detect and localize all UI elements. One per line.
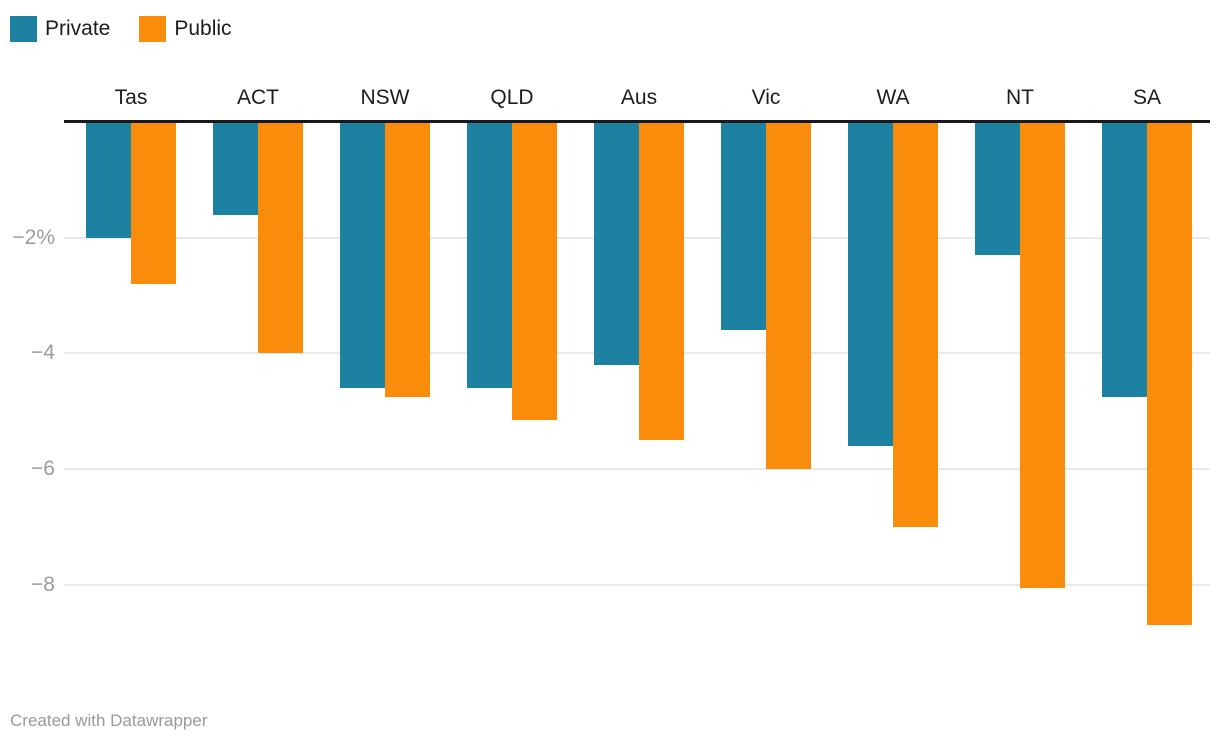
bar-private-nt (975, 123, 1020, 255)
bar-private-act (213, 123, 258, 215)
category-label: NSW (360, 86, 410, 109)
bar-private-wa (848, 123, 893, 446)
y-axis-tick-label: −2% (12, 225, 55, 249)
datawrapper-attribution: Created with Datawrapper (10, 711, 208, 730)
bar-public-wa (893, 123, 938, 527)
bar-public-sa (1147, 123, 1192, 625)
bar-private-aus (594, 123, 639, 365)
category-label: SA (1132, 86, 1161, 109)
category-label: Aus (620, 86, 658, 109)
category-label: WA (876, 86, 910, 109)
zero-baseline (64, 120, 1210, 123)
bar-public-nt (1020, 123, 1065, 588)
legend-item-public: Public (139, 16, 232, 42)
bar-private-sa (1102, 123, 1147, 397)
y-axis-tick-label: −6 (31, 457, 55, 481)
y-gridline (64, 468, 1210, 471)
bar-private-qld (467, 123, 512, 388)
bar-public-tas (131, 123, 176, 284)
category-label: Vic (751, 86, 781, 109)
y-gridline (64, 583, 1210, 586)
bar-private-vic (721, 123, 766, 330)
bar-public-vic (766, 123, 811, 469)
category-label: ACT (237, 86, 279, 109)
bar-public-aus (639, 123, 684, 440)
y-axis-tick-label: −8 (31, 572, 55, 596)
bar-public-nsw (385, 123, 430, 397)
legend-swatch-private (10, 16, 37, 42)
legend-label: Public (174, 17, 232, 40)
legend-label: Private (45, 17, 111, 40)
category-label: NT (1006, 86, 1034, 109)
legend-swatch-public (139, 16, 167, 42)
legend-item-private: Private (10, 16, 110, 42)
legend: Private Public (10, 16, 232, 42)
bar-public-qld (512, 123, 557, 420)
bar-public-act (258, 123, 303, 353)
bar-private-tas (86, 123, 131, 238)
category-label: Tas (114, 86, 148, 109)
bar-private-nsw (340, 123, 385, 388)
y-axis-tick-label: −4 (31, 341, 55, 365)
category-label: QLD (490, 86, 534, 109)
